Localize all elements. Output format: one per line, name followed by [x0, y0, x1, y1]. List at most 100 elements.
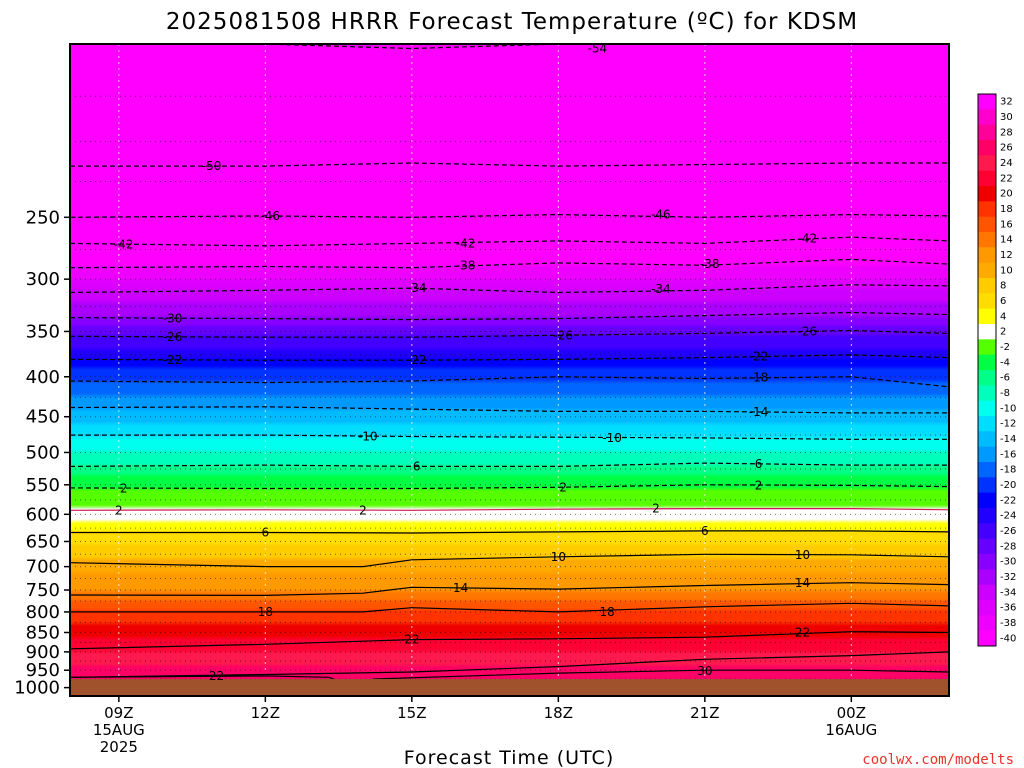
isotherm-line	[70, 434, 949, 440]
x-tick-label: 12Z	[251, 704, 280, 722]
isotherm-line	[70, 651, 949, 678]
colorbar-label: 16	[1000, 219, 1013, 230]
y-tick-label: 800	[26, 602, 60, 623]
colorbar-swatch	[978, 385, 996, 402]
colorbar-swatch	[978, 538, 996, 555]
isotherm-label: -42	[798, 231, 818, 245]
colorbar-label: -30	[1000, 557, 1016, 568]
isotherm-lines	[70, 44, 949, 680]
isotherm-label: 14	[795, 576, 810, 590]
isotherm-line	[70, 329, 949, 338]
colorbar-label: 12	[1000, 250, 1013, 261]
colorbar-swatch	[978, 140, 996, 156]
x-tick-label: 15AUG	[93, 721, 145, 739]
y-tick-label: 700	[26, 557, 60, 578]
y-tick-label: 350	[26, 321, 60, 342]
y-tick-label: 850	[26, 622, 60, 643]
isotherm-label: -46	[651, 208, 671, 222]
colorbar-label: -12	[1000, 419, 1016, 430]
y-tick-label: 550	[26, 475, 60, 496]
isotherm-label: 22	[209, 669, 224, 683]
x-axis-label: Forecast Time (UTC)	[404, 747, 614, 768]
time-grid	[118, 44, 852, 696]
colorbar-swatch	[978, 584, 996, 601]
x-tick-label: 2025	[100, 738, 138, 756]
isotherm-label: 2	[120, 481, 128, 495]
colorbar-label: 22	[1000, 173, 1013, 184]
isotherm-label: 18	[600, 605, 615, 619]
colorbar-label: -4	[1000, 357, 1010, 368]
isotherm-line	[70, 462, 949, 467]
colorbar-swatch	[978, 216, 996, 233]
colorbar-label: -26	[1000, 526, 1016, 537]
colorbar-swatch	[978, 201, 996, 218]
isotherm-label: 10	[795, 548, 810, 562]
isotherm-line	[70, 484, 949, 490]
isotherm-line	[70, 631, 949, 650]
y-tick-label: 750	[26, 580, 60, 601]
colorbar-label: 24	[1000, 158, 1013, 169]
colorbar-label: -16	[1000, 449, 1016, 460]
colorbar-swatch	[978, 523, 996, 540]
y-tick-label: 600	[26, 504, 60, 525]
isotherm-label: -22	[407, 353, 427, 367]
isotherm-label: 2	[652, 502, 660, 516]
colorbar-label: -8	[1000, 388, 1010, 399]
y-tick-label: 450	[26, 407, 60, 428]
isotherm-label: -38	[700, 257, 720, 271]
isotherm-labels: -54 -50 -46 -46 -42 -42 -42 -38 -38 -34 -34 -30 -26 -…	[114, 44, 818, 683]
colorbar-swatch	[978, 462, 996, 478]
isotherm-label: 2	[115, 503, 123, 517]
colorbar-label: 32	[1000, 97, 1013, 108]
colorbar-swatch	[978, 477, 996, 494]
colorbar-label: -20	[1000, 480, 1016, 491]
credit-text: coolwx.com/modelts	[862, 752, 1014, 768]
colorbar-swatch	[978, 262, 996, 279]
isotherm-label: 22	[795, 625, 810, 639]
colorbar-swatch	[978, 354, 996, 371]
colorbar-label: -36	[1000, 603, 1016, 614]
isotherm-label: -10	[602, 431, 622, 445]
plot-frame	[69, 43, 950, 697]
colorbar-swatch	[978, 600, 996, 616]
colorbar-swatch	[978, 446, 996, 463]
colorbar-swatch	[978, 569, 996, 586]
isotherm-label: -34	[651, 282, 671, 296]
colorbar-label: -18	[1000, 465, 1016, 476]
colorbar-label: -2	[1000, 342, 1010, 353]
x-tick-label: 18Z	[544, 704, 573, 722]
isotherm-label: 6	[413, 459, 421, 473]
colorbar-label: -38	[1000, 618, 1016, 629]
colorbar-swatch	[978, 308, 996, 325]
y-tick-label: 950	[26, 660, 60, 681]
colorbar-label: -40	[1000, 633, 1016, 644]
colorbar-label: 10	[1000, 265, 1013, 276]
colorbar-swatch	[978, 247, 996, 264]
colorbar-swatch	[978, 186, 996, 202]
x-tick-label: 09Z	[104, 704, 133, 722]
isotherm-label: 2	[359, 503, 367, 517]
isotherm-label: 6	[262, 525, 270, 539]
isotherm-label: 14	[453, 581, 468, 595]
colorbar-label: 6	[1000, 296, 1006, 307]
colorbar-label: -10	[1000, 403, 1016, 414]
isotherm-label: -22	[163, 353, 183, 367]
x-tick-label: 15Z	[397, 704, 426, 722]
colorbar-label: 28	[1000, 127, 1013, 138]
colorbar-swatch	[978, 492, 996, 509]
isotherm-line	[70, 530, 949, 534]
y-tick-label: 400	[26, 367, 60, 388]
colorbar-label: 14	[1000, 235, 1013, 246]
colorbar-swatch	[978, 554, 996, 570]
colorbar-label: -6	[1000, 373, 1010, 384]
colorbar-swatch	[978, 431, 996, 448]
isotherm-label: 2	[559, 480, 567, 494]
colorbar-label: 20	[1000, 189, 1013, 200]
isotherm-label: -26	[553, 328, 573, 342]
colorbar-label: -28	[1000, 541, 1016, 552]
isotherm-line	[70, 162, 949, 167]
isotherm-label: -26	[798, 324, 818, 338]
isotherm-line	[70, 213, 949, 218]
colorbar-label: 4	[1000, 311, 1006, 322]
